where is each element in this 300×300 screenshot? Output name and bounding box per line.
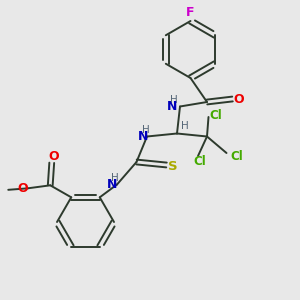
Text: O: O	[234, 92, 244, 106]
Text: N: N	[138, 130, 148, 143]
Text: O: O	[17, 182, 28, 195]
Text: H: H	[142, 124, 149, 135]
Text: N: N	[167, 100, 178, 113]
Text: Cl: Cl	[230, 150, 243, 163]
Text: O: O	[48, 150, 58, 163]
Text: S: S	[168, 160, 178, 173]
Text: F: F	[186, 6, 195, 19]
Text: Cl: Cl	[193, 155, 206, 168]
Text: H: H	[181, 121, 188, 131]
Text: N: N	[107, 178, 118, 191]
Text: H: H	[111, 172, 119, 183]
Text: H: H	[170, 95, 178, 105]
Text: Cl: Cl	[210, 109, 222, 122]
